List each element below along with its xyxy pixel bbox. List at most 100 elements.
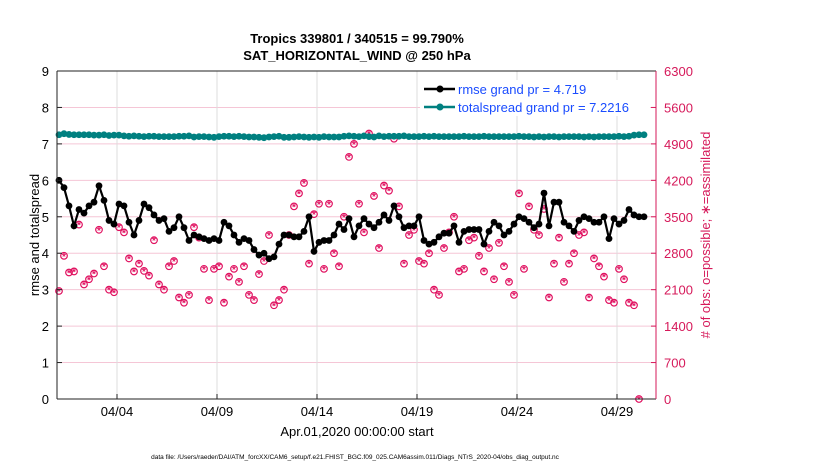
obs-assimilated-asterisk: * — [587, 293, 591, 304]
obs-possible-circle — [205, 296, 213, 304]
footer-data-file: data file: /Users/raeder/DAI/ATM_forcXX/… — [151, 454, 560, 461]
totalspread-point — [135, 132, 143, 140]
obs-assimilated-asterisk: * — [427, 249, 431, 260]
totalspread-point — [255, 133, 263, 141]
obs-assimilated-asterisk: * — [67, 268, 71, 279]
obs-possible-circle — [315, 199, 323, 208]
obs-possible-circle — [245, 290, 253, 299]
rmse-point — [535, 220, 543, 228]
obs-assimilated-asterisk: * — [57, 287, 61, 298]
rmse-point — [245, 237, 253, 244]
totalspread-point — [375, 132, 383, 140]
obs-assimilated-asterisk: * — [242, 262, 246, 273]
rmse-point — [625, 206, 633, 213]
obs-marker: * — [115, 223, 123, 234]
obs-marker: * — [430, 286, 438, 297]
rmse-point — [375, 218, 383, 226]
obs-assimilated-asterisk: * — [307, 260, 311, 271]
y-tick-label: 6 — [42, 173, 49, 188]
y-right-tick-label: 3500 — [664, 210, 693, 225]
rmse-point — [505, 227, 513, 235]
obs-assimilated-asterisk: * — [562, 278, 566, 289]
totalspread-point — [595, 133, 603, 141]
totalspread-point — [110, 131, 118, 139]
totalspread-point — [620, 133, 628, 141]
totalspread-point — [100, 131, 108, 139]
obs-marker: * — [110, 288, 118, 299]
totalspread-point — [170, 133, 178, 141]
rmse-point — [305, 213, 313, 221]
obs-assimilated-asterisk: * — [222, 299, 226, 310]
totalspread-point — [270, 133, 278, 141]
y-tick-label: 8 — [42, 100, 49, 115]
obs-assimilated-asterisk: * — [532, 226, 536, 237]
obs-assimilated-asterisk: * — [352, 140, 356, 151]
obs-possible-circle — [510, 290, 518, 299]
obs-assimilated-asterisk: * — [577, 231, 581, 242]
obs-marker: * — [250, 296, 258, 307]
obs-assimilated-asterisk: * — [252, 296, 256, 307]
obs-marker: * — [385, 187, 393, 198]
obs-marker: * — [485, 244, 493, 255]
totalspread-point — [640, 131, 648, 139]
obs-assimilated-asterisk: * — [232, 265, 236, 276]
obs-assimilated-asterisk: * — [612, 299, 616, 310]
rmse-point — [610, 215, 618, 223]
obs-assimilated-asterisk: * — [467, 236, 471, 247]
totalspread-point — [250, 133, 258, 141]
obs-marker: * — [550, 260, 558, 271]
obs-marker: * — [220, 299, 228, 310]
obs-marker: * — [80, 280, 88, 291]
totalspread-point — [235, 132, 243, 140]
totalspread-point — [470, 133, 478, 141]
obs-marker: * — [520, 265, 528, 276]
rmse-point — [330, 231, 338, 239]
obs-possible-circle — [495, 238, 503, 247]
totalspread-point — [225, 132, 233, 140]
obs-marker: * — [460, 265, 468, 276]
obs-marker: * — [65, 268, 73, 279]
obs-marker: * — [215, 262, 223, 273]
rmse-point — [105, 217, 113, 224]
totalspread-point — [580, 133, 588, 141]
rmse-point — [445, 229, 453, 237]
obs-marker: * — [480, 267, 488, 278]
totalspread-point — [510, 133, 518, 141]
obs-possible-circle — [235, 277, 243, 286]
rmse-point — [270, 253, 278, 261]
obs-possible-circle — [435, 290, 443, 299]
obs-assimilated-asterisk: * — [237, 278, 241, 289]
obs-assimilated-asterisk: * — [302, 179, 306, 190]
obs-assimilated-asterisk: * — [347, 153, 351, 164]
y-axis-label: rmse and totalspread — [27, 174, 42, 296]
obs-assimilated-asterisk: * — [132, 267, 136, 278]
obs-possible-circle — [355, 199, 363, 208]
obs-possible-circle — [515, 189, 523, 198]
rmse-point — [590, 218, 598, 226]
totalspread-point — [410, 133, 418, 141]
obs-assimilated-asterisk: * — [272, 301, 276, 312]
obs-marker: * — [595, 262, 603, 273]
obs-assimilated-asterisk: * — [92, 270, 96, 281]
obs-marker: * — [475, 252, 483, 263]
obs-marker: * — [495, 238, 503, 250]
obs-possible-circle — [610, 298, 618, 307]
rmse-point — [300, 227, 308, 235]
rmse-point — [170, 224, 178, 232]
obs-possible-circle — [375, 244, 383, 252]
obs-assimilated-asterisk: * — [162, 286, 166, 297]
obs-marker: * — [585, 293, 593, 304]
totalspread-point — [380, 133, 388, 141]
totalspread-point — [105, 132, 113, 139]
totalspread-point — [295, 133, 303, 141]
totalspread-point — [350, 132, 358, 140]
obs-marker: * — [70, 267, 78, 278]
obs-assimilated-asterisk: * — [492, 275, 496, 286]
totalspread-point — [430, 132, 438, 140]
rmse-point — [510, 220, 518, 228]
obs-assimilated-asterisk: * — [82, 280, 86, 291]
totalspread-point — [75, 131, 83, 139]
obs-assimilated-asterisk: * — [382, 182, 386, 193]
obs-marker: * — [290, 202, 298, 213]
obs-assimilated-asterisk: * — [507, 278, 511, 289]
